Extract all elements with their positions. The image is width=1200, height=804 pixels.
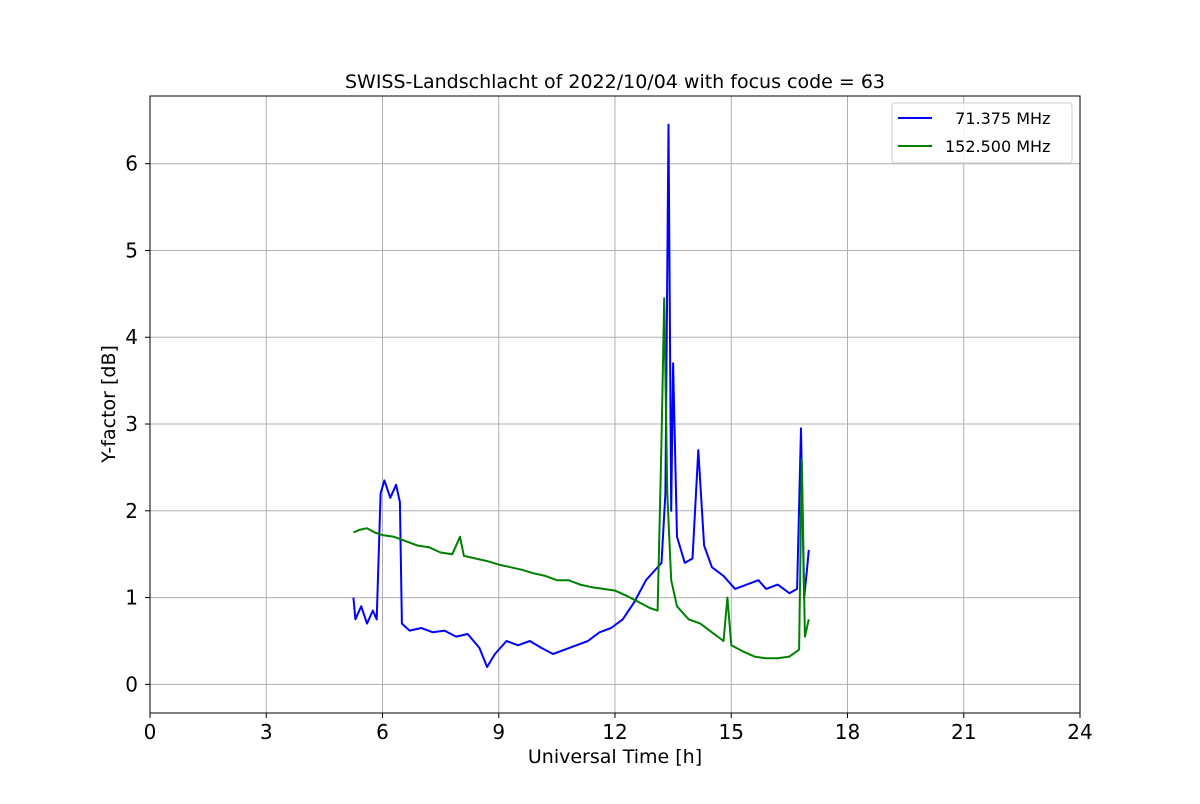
y-tick-label: 4: [125, 325, 138, 349]
y-tick-label: 0: [125, 672, 138, 696]
y-axis-label: Y-factor [dB]: [98, 345, 120, 464]
series-line-0: [352, 123, 810, 668]
y-tick-label: 2: [125, 499, 138, 523]
series-layer: [352, 123, 810, 668]
chart-title: SWISS-Landschlacht of 2022/10/04 with fo…: [345, 71, 885, 93]
x-tick-label: 12: [602, 720, 627, 744]
x-axis-label: Universal Time [h]: [528, 746, 702, 768]
y-tick-label: 1: [125, 586, 138, 610]
x-tick-label: 0: [144, 720, 157, 744]
legend-label-152mhz: 152.500 MHz: [945, 137, 1050, 156]
legend: 71.375 MHz 152.500 MHz: [891, 102, 1073, 164]
series-line-1: [352, 297, 810, 660]
x-tick-label: 15: [719, 720, 744, 744]
x-tick-label: 9: [492, 720, 505, 744]
y-tick-label: 5: [125, 238, 138, 262]
x-tick-label: 6: [376, 720, 389, 744]
x-tick-label: 21: [951, 720, 976, 744]
legend-box: [891, 102, 1073, 164]
x-tick-label: 24: [1067, 720, 1092, 744]
y-tick-label: 3: [125, 412, 138, 436]
x-tick-label: 18: [835, 720, 860, 744]
y-tick-label: 6: [125, 152, 138, 176]
legend-label-71mhz: 71.375 MHz: [945, 109, 1050, 128]
x-tick-label: 3: [260, 720, 273, 744]
